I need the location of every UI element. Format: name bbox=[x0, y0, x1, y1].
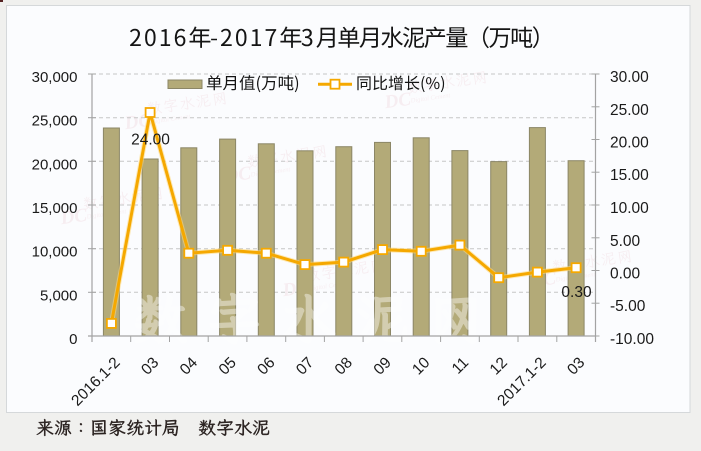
svg-text:-10.00: -10.00 bbox=[610, 331, 654, 348]
svg-text:10.00: 10.00 bbox=[610, 200, 649, 217]
svg-text:5,000: 5,000 bbox=[40, 287, 78, 304]
svg-text:10,000: 10,000 bbox=[32, 244, 78, 261]
svg-text:20,000: 20,000 bbox=[32, 156, 78, 173]
svg-text:5.00: 5.00 bbox=[610, 233, 641, 250]
svg-text:30.00: 30.00 bbox=[610, 69, 649, 86]
svg-text:0.00: 0.00 bbox=[610, 266, 641, 283]
svg-text:24.00: 24.00 bbox=[131, 132, 170, 149]
svg-text:0: 0 bbox=[69, 331, 77, 348]
svg-text:0.30: 0.30 bbox=[561, 284, 592, 301]
svg-text:15.00: 15.00 bbox=[610, 167, 649, 184]
svg-text:25.00: 25.00 bbox=[610, 102, 649, 119]
svg-text:15,000: 15,000 bbox=[32, 200, 78, 217]
svg-text:-5.00: -5.00 bbox=[610, 298, 646, 315]
svg-text:30,000: 30,000 bbox=[32, 69, 78, 86]
svg-text:20.00: 20.00 bbox=[610, 135, 649, 152]
svg-text:25,000: 25,000 bbox=[32, 113, 78, 130]
